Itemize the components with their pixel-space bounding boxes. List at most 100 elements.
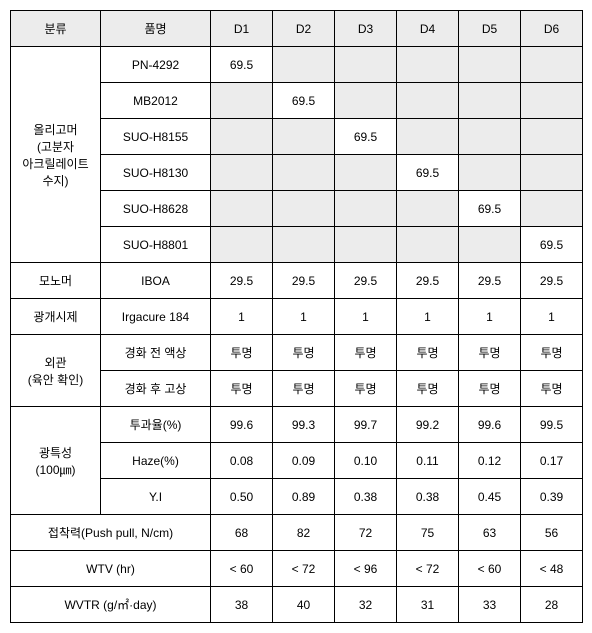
cell: 투명 <box>521 335 583 371</box>
cell: < 60 <box>459 551 521 587</box>
cell: 0.45 <box>459 479 521 515</box>
cell <box>521 155 583 191</box>
cell <box>459 155 521 191</box>
cell: 1 <box>397 299 459 335</box>
cell: SUO-H8628 <box>101 191 211 227</box>
cell: 99.5 <box>521 407 583 443</box>
cell: 29.5 <box>521 263 583 299</box>
table-row: 외관 (육안 확인)경화 전 액상투명투명투명투명투명투명 <box>11 335 583 371</box>
cell <box>397 119 459 155</box>
group-label-appearance: 외관 (육안 확인) <box>11 335 101 407</box>
cell: 99.6 <box>459 407 521 443</box>
cell: PN-4292 <box>101 47 211 83</box>
col-header: D5 <box>459 11 521 47</box>
cell: Irgacure 184 <box>101 299 211 335</box>
cell: IBOA <box>101 263 211 299</box>
cell: 31 <box>397 587 459 623</box>
col-header: 품명 <box>101 11 211 47</box>
cell: 72 <box>335 515 397 551</box>
cell: 0.39 <box>521 479 583 515</box>
cell: 69.5 <box>335 119 397 155</box>
cell: 투과율(%) <box>101 407 211 443</box>
cell: 69.5 <box>397 155 459 191</box>
cell: 투명 <box>273 335 335 371</box>
cell <box>273 119 335 155</box>
cell <box>521 47 583 83</box>
cell <box>335 191 397 227</box>
cell: < 60 <box>211 551 273 587</box>
cell <box>335 83 397 119</box>
cell: 29.5 <box>335 263 397 299</box>
cell: 투명 <box>459 335 521 371</box>
cell: SUO-H8130 <box>101 155 211 191</box>
cell: 75 <box>397 515 459 551</box>
cell: 1 <box>273 299 335 335</box>
cell: 경화 후 고상 <box>101 371 211 407</box>
cell: 82 <box>273 515 335 551</box>
cell: SUO-H8155 <box>101 119 211 155</box>
group-label-optical: 광특성 (100㎛) <box>11 407 101 515</box>
cell: 69.5 <box>521 227 583 263</box>
cell: 99.2 <box>397 407 459 443</box>
cell <box>521 83 583 119</box>
cell: 69.5 <box>459 191 521 227</box>
cell <box>211 83 273 119</box>
cell: 28 <box>521 587 583 623</box>
cell <box>397 47 459 83</box>
cell: 99.6 <box>211 407 273 443</box>
cell <box>459 119 521 155</box>
cell: 투명 <box>397 335 459 371</box>
cell: < 72 <box>397 551 459 587</box>
cell <box>521 119 583 155</box>
cell <box>273 47 335 83</box>
table-row: 모노머IBOA29.529.529.529.529.529.5 <box>11 263 583 299</box>
cell: < 48 <box>521 551 583 587</box>
cell <box>459 47 521 83</box>
cell <box>397 83 459 119</box>
cell: MB2012 <box>101 83 211 119</box>
cell: Haze(%) <box>101 443 211 479</box>
cell: 0.89 <box>273 479 335 515</box>
cell: 69.5 <box>273 83 335 119</box>
col-header: D3 <box>335 11 397 47</box>
group-label-wtv: WTV (hr) <box>11 551 211 587</box>
table-row: 접착력(Push pull, N/cm)688272756356 <box>11 515 583 551</box>
cell: 투명 <box>211 335 273 371</box>
cell: 29.5 <box>397 263 459 299</box>
cell: 0.11 <box>397 443 459 479</box>
group-label-wvtr: WVTR (g/㎡·day) <box>11 587 211 623</box>
cell: 69.5 <box>211 47 273 83</box>
cell <box>211 155 273 191</box>
group-label-monomer: 모노머 <box>11 263 101 299</box>
col-header: D1 <box>211 11 273 47</box>
cell: 0.08 <box>211 443 273 479</box>
cell: 투명 <box>211 371 273 407</box>
cell: 0.38 <box>397 479 459 515</box>
col-header: 분류 <box>11 11 101 47</box>
cell: 투명 <box>521 371 583 407</box>
cell: 63 <box>459 515 521 551</box>
group-label-adhesion: 접착력(Push pull, N/cm) <box>11 515 211 551</box>
cell <box>273 227 335 263</box>
table-row: 올리고머 (고분자 아크릴레이트 수지)PN-429269.5 <box>11 47 583 83</box>
cell: 1 <box>211 299 273 335</box>
cell: 투명 <box>459 371 521 407</box>
cell: 1 <box>459 299 521 335</box>
cell: 29.5 <box>211 263 273 299</box>
cell <box>211 191 273 227</box>
cell: 투명 <box>397 371 459 407</box>
cell: 투명 <box>335 335 397 371</box>
cell: 33 <box>459 587 521 623</box>
header-row: 분류 품명 D1 D2 D3 D4 D5 D6 <box>11 11 583 47</box>
group-label-oligomer: 올리고머 (고분자 아크릴레이트 수지) <box>11 47 101 263</box>
group-label-initiator: 광개시제 <box>11 299 101 335</box>
cell: 99.7 <box>335 407 397 443</box>
cell <box>273 191 335 227</box>
cell <box>211 227 273 263</box>
cell: 투명 <box>273 371 335 407</box>
cell <box>273 155 335 191</box>
cell: 40 <box>273 587 335 623</box>
cell: 0.09 <box>273 443 335 479</box>
table-row: 광개시제Irgacure 184111111 <box>11 299 583 335</box>
cell: 0.12 <box>459 443 521 479</box>
